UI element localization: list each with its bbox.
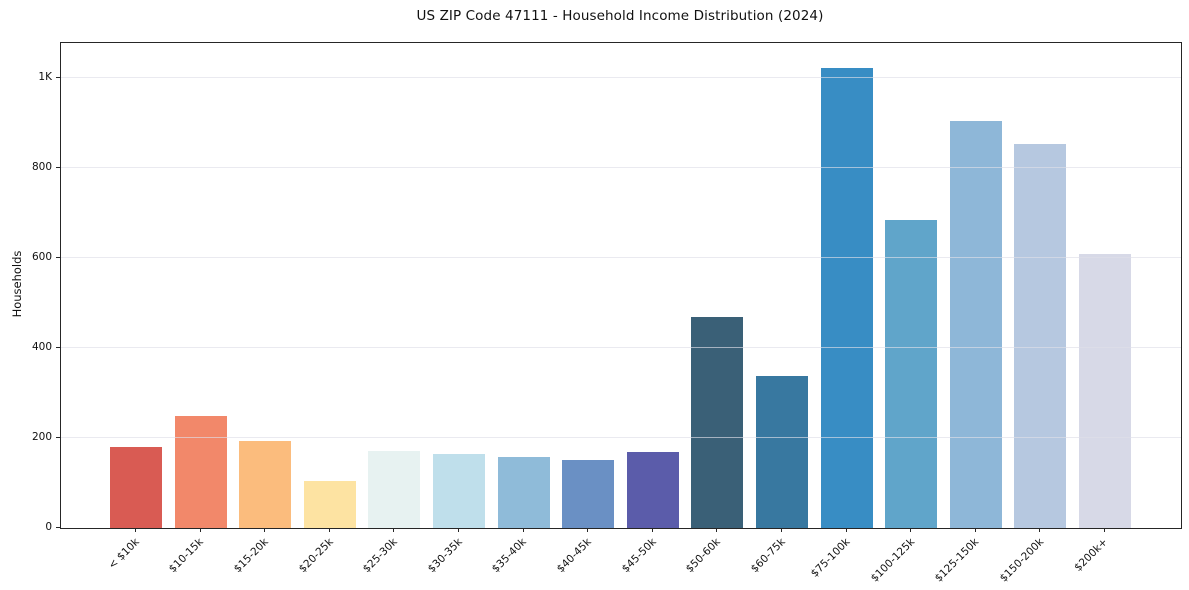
gridline (61, 77, 1181, 79)
x-tick-mark (199, 528, 201, 532)
x-tick-mark (522, 528, 524, 532)
gridline (61, 257, 1181, 259)
x-tick-label: $15-20k (231, 536, 271, 576)
bar (303, 481, 356, 528)
bar (820, 67, 873, 528)
bar (497, 457, 550, 528)
bar (1014, 143, 1067, 528)
bar (691, 316, 744, 528)
y-tick-mark (56, 257, 60, 259)
x-tick-mark (587, 528, 589, 532)
y-tick-mark (56, 347, 60, 349)
y-tick-label: 200 (31, 431, 52, 444)
gridline (61, 347, 1181, 349)
x-tick-mark (651, 528, 653, 532)
bar (433, 454, 485, 528)
x-tick-mark (458, 528, 459, 532)
x-tick-label: $100-125k (868, 536, 917, 585)
y-tick-label: 600 (31, 251, 52, 264)
bar (562, 459, 615, 528)
x-tick-label: $40-45k (554, 536, 594, 576)
bar (239, 441, 292, 528)
x-tick-label: $35-40k (490, 536, 530, 576)
x-tick-label: < $10k (105, 536, 142, 572)
x-tick-label: $25-30k (360, 536, 400, 576)
y-tick-mark (56, 437, 60, 439)
bar (756, 375, 808, 528)
x-tick-label: $75-100k (808, 536, 853, 580)
x-tick-mark (264, 528, 266, 532)
bar (368, 450, 421, 528)
x-tick-mark (1039, 528, 1041, 532)
chart-title: US ZIP Code 47111 - Household Income Dis… (416, 8, 824, 24)
bar (110, 446, 162, 528)
y-tick-mark (56, 77, 60, 79)
x-tick-mark (781, 528, 782, 532)
x-tick-label: $50-60k (683, 536, 723, 576)
y-tick-mark (56, 167, 60, 169)
y-tick-label: 1K (38, 71, 52, 84)
x-tick-mark (135, 528, 136, 532)
bar (949, 120, 1002, 528)
x-tick-label: $60-75k (748, 536, 788, 576)
x-tick-label: $20-25k (296, 536, 336, 576)
gridline (61, 167, 1181, 169)
x-tick-mark (328, 528, 330, 532)
x-tick-label: $150-200k (997, 536, 1046, 585)
bar (885, 220, 938, 528)
plot-area (60, 42, 1182, 529)
x-tick-label: $200k+ (1072, 536, 1111, 574)
x-tick-mark (716, 528, 718, 532)
bar (626, 451, 679, 528)
x-tick-mark (393, 528, 395, 532)
y-tick-label: 0 (45, 521, 52, 533)
x-tick-mark (1104, 528, 1105, 532)
x-tick-mark (974, 528, 976, 532)
gridline (61, 437, 1181, 439)
x-tick-label: $10-15k (167, 536, 207, 576)
y-tick-mark (56, 527, 60, 528)
x-tick-mark (845, 528, 847, 532)
x-tick-label: $125-150k (932, 536, 982, 585)
bar (1079, 253, 1131, 528)
y-tick-label: 800 (31, 161, 52, 174)
x-tick-label: $45-50k (619, 536, 659, 576)
y-tick-label: 400 (31, 341, 52, 354)
x-tick-label: $30-35k (425, 536, 465, 576)
bar (174, 416, 227, 528)
x-tick-mark (910, 528, 912, 532)
